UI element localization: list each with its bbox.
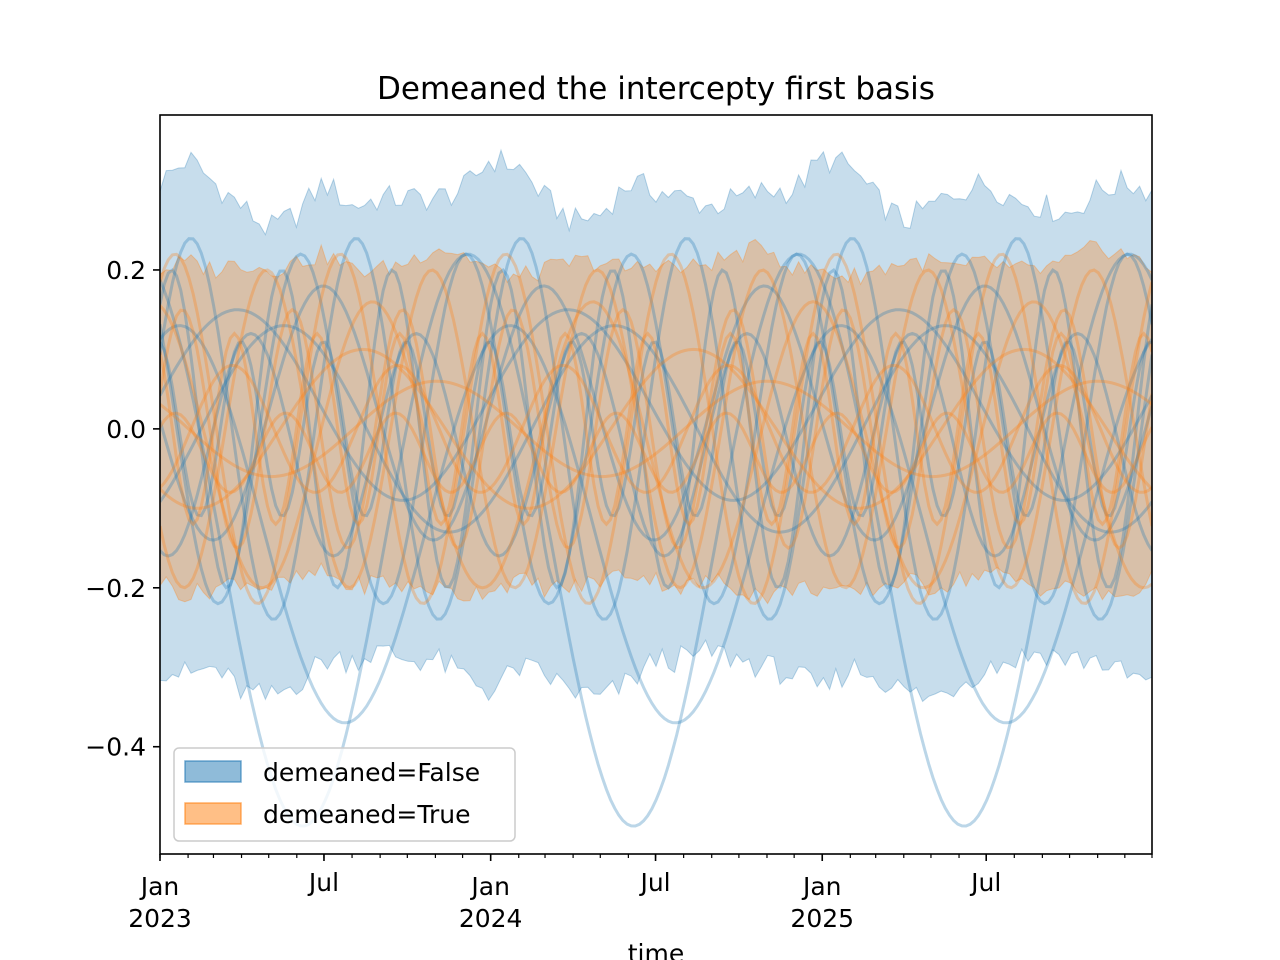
sample-line — [160, 379, 1152, 479]
x-axis: Jan 2023 Jul Jan 2024 Jul Jan 2025 Jul — [128, 854, 1153, 933]
sample-line — [160, 252, 1152, 605]
bands-layer — [160, 148, 1152, 703]
sample-line — [160, 364, 1152, 494]
sample-line — [160, 307, 1152, 551]
x-tick-label: Jan — [801, 872, 842, 901]
sample-line — [160, 411, 1152, 494]
x-tick-label: Jan — [139, 872, 180, 901]
sample-line — [160, 268, 1152, 590]
legend: demeaned=False demeaned=True — [173, 747, 516, 842]
x-tick-year-label: 2024 — [459, 904, 523, 933]
sample-line — [160, 340, 1152, 518]
sample-line — [160, 331, 1152, 558]
chart-title: Demeaned the intercepty first basis — [377, 71, 935, 107]
plot-area — [160, 148, 1152, 828]
x-tick-label: Jul — [969, 868, 1001, 897]
legend-swatch-true — [184, 802, 242, 825]
sample-line — [160, 267, 1152, 590]
y-tick-label: −0.4 — [85, 733, 146, 762]
band-true — [160, 238, 1152, 605]
sample-line — [160, 331, 1152, 527]
x-axis-label: time — [628, 939, 684, 960]
x-tick-year-label: 2023 — [128, 904, 192, 933]
y-axis: −0.4 −0.2 0.0 0.2 — [85, 256, 160, 762]
y-tick-label: 0.0 — [106, 415, 146, 444]
x-tick-year-label: 2025 — [790, 904, 854, 933]
x-tick-label: Jan — [469, 872, 510, 901]
sample-line — [160, 308, 1152, 502]
sample-line — [160, 324, 1152, 534]
y-tick-label: 0.2 — [106, 256, 146, 285]
legend-frame — [173, 747, 516, 842]
x-tick-label: Jul — [638, 868, 670, 897]
sample-line — [160, 300, 1152, 590]
sample-line — [160, 284, 1152, 542]
band-false — [160, 148, 1152, 703]
legend-label-false: demeaned=False — [263, 758, 480, 787]
sample-line — [160, 237, 1152, 621]
sample-line — [160, 252, 1152, 606]
legend-label-true: demeaned=True — [263, 800, 470, 829]
sample-lines-layer — [160, 237, 1152, 828]
legend-swatch-false — [184, 760, 242, 783]
sample-line — [160, 324, 1152, 725]
x-tick-label: Jul — [307, 868, 339, 897]
sample-line — [160, 347, 1152, 510]
y-tick-label: −0.2 — [85, 574, 146, 603]
